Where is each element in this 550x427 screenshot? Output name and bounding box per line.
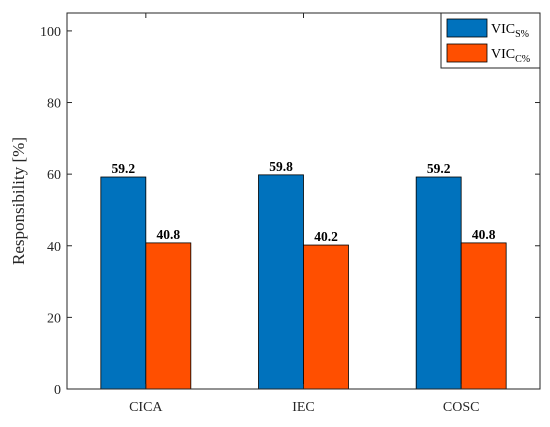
bar-cosc-series-1 xyxy=(415,176,462,390)
y-axis-label: Responsibility [%] xyxy=(9,137,28,265)
data-labels: 59.2 59.8 59.2 40.8 40.2 40.8 xyxy=(112,159,496,244)
legend-label-main: VIC xyxy=(491,47,515,62)
y-tick-label: 0 xyxy=(54,383,61,398)
y-tick-label: 20 xyxy=(47,311,61,326)
x-tick-label: CICA xyxy=(129,400,163,415)
data-label-cica-series-2: 40.8 xyxy=(157,227,181,242)
bar-iec-series-1 xyxy=(258,174,304,390)
y-tick-label: 40 xyxy=(47,240,61,255)
data-label-iec-series-2: 40.2 xyxy=(314,229,338,244)
y-tick-label: 80 xyxy=(47,97,61,112)
bars xyxy=(100,174,507,390)
y-tick-label: 60 xyxy=(47,168,61,183)
data-label-iec-series-1: 59.8 xyxy=(269,159,293,174)
legend-label-series-2: VICC% xyxy=(491,47,530,65)
axes: 0 20 40 60 80 100 CICA IEC COSC xyxy=(40,12,541,415)
data-label-cica-series-1: 59.2 xyxy=(112,161,136,176)
data-label-cosc-series-1: 59.2 xyxy=(427,161,451,176)
legend-label-subscript: C% xyxy=(515,54,530,65)
bar-cica-series-1 xyxy=(100,176,147,390)
legend-label-series-1: VICS% xyxy=(491,22,529,40)
y-tick-label: 100 xyxy=(40,25,61,40)
bar-cosc-series-2 xyxy=(460,242,507,390)
legend-label-subscript: S% xyxy=(515,29,529,40)
data-label-cosc-series-2: 40.8 xyxy=(472,227,496,242)
legend-swatch-series-1 xyxy=(446,18,488,38)
x-tick-label: COSC xyxy=(443,400,480,415)
bar-iec-series-2 xyxy=(303,244,349,390)
x-tick-label: IEC xyxy=(292,400,315,415)
legend-swatch-series-2 xyxy=(446,43,488,63)
bar-cica-series-2 xyxy=(145,242,192,390)
legend: VICS%VICC% xyxy=(440,12,541,69)
legend-label-main: VIC xyxy=(491,22,515,37)
